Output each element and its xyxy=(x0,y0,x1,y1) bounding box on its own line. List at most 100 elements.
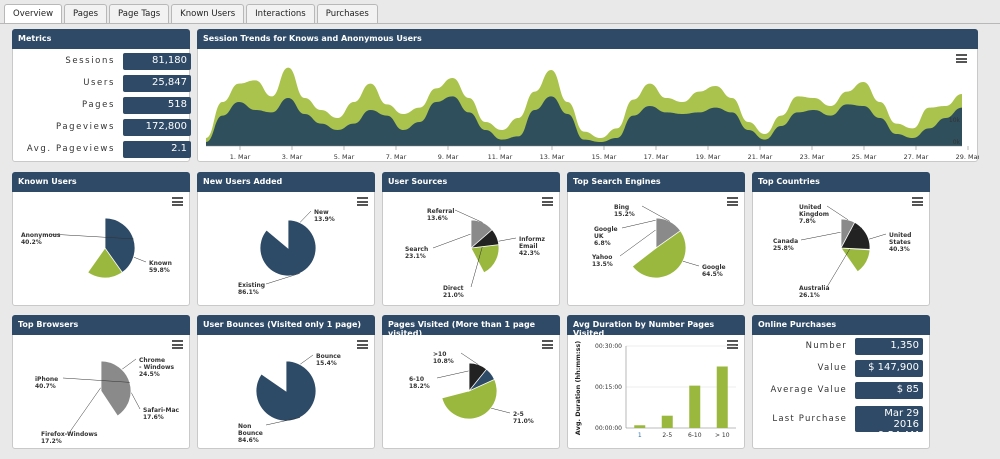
x-tick-label: 29. Mar xyxy=(956,153,979,161)
metric-label: Pageviews xyxy=(56,122,115,132)
metric-label: Pages xyxy=(81,100,115,110)
search-engines-panel: Top Search Engines Google 64.5% Yahoo 13.5%… xyxy=(567,172,745,306)
chart-menu-icon[interactable] xyxy=(956,54,967,63)
chart-menu-icon[interactable] xyxy=(172,197,183,206)
metric-value: 81,180 xyxy=(123,53,191,70)
last-purchase-time: 9:54 AM xyxy=(877,430,919,441)
pie-label: Google UK 6.8% xyxy=(594,226,618,247)
anonymous-users-area xyxy=(206,96,962,146)
tab-pages[interactable]: Pages xyxy=(64,4,108,24)
session-trends-title: Session Trends for Knows and Anonymous U… xyxy=(197,29,978,49)
purchase-row-number: Number 1,350 xyxy=(763,338,923,355)
tab-known-users[interactable]: Known Users xyxy=(171,4,245,24)
chart-menu-icon[interactable] xyxy=(357,197,368,206)
tab-page-tags[interactable]: Page Tags xyxy=(109,4,170,24)
pie-slice xyxy=(468,362,488,393)
metric-label: Avg. Pageviews xyxy=(26,144,115,154)
session-trends-chart: 1. Mar 3. Mar 5. Mar 7. Mar 9. Mar 11. Mar 13.… xyxy=(206,67,979,161)
metric-row-sessions: Sessions 81,180 xyxy=(23,53,191,70)
x-tick-label: 9. Mar xyxy=(438,153,459,161)
browsers-pie: Chrome - Windows 24.5% Safari-Mac 17.6% Firef… xyxy=(35,357,180,445)
pie-label: Chrome - Windows 24.5% xyxy=(139,357,174,378)
y-axis-label: Avg. Duration (hh:mm:ss) xyxy=(574,341,582,435)
pie-label-connector xyxy=(454,209,483,223)
bounces-panel: User Bounces (Visited only 1 page) Bounc… xyxy=(197,315,375,449)
chart-menu-icon[interactable] xyxy=(912,197,923,206)
y-tick-label: 00:30:00 xyxy=(595,343,622,350)
tab-purchases[interactable]: Purchases xyxy=(316,4,378,24)
pie-label: New 13.9% xyxy=(314,209,335,223)
new-users-pie: New 13.9% Existing 86.1% xyxy=(238,209,335,296)
metric-value: 172,800 xyxy=(123,119,191,136)
purchase-label: Last Purchase xyxy=(772,414,847,424)
x-tick-label: 27. Mar xyxy=(904,153,929,161)
panel-title: Top Countries xyxy=(752,172,930,192)
pie-label-connector xyxy=(299,210,312,223)
purchase-row-value: Value $ 147,900 xyxy=(763,360,923,377)
tab-interactions[interactable]: Interactions xyxy=(246,4,315,24)
pie-label: Non Bounce 84.6% xyxy=(238,423,263,444)
metrics-panel: Metrics Sessions 81,180 Users 25,847 Pag… xyxy=(12,29,191,162)
pie-label: 6-10 18.2% xyxy=(409,376,430,390)
known-users-pie: Known 59.8% Anonymous 40.2% xyxy=(21,217,172,279)
y-tick-label: 0k xyxy=(953,139,961,146)
chart-menu-icon[interactable] xyxy=(542,340,553,349)
purchase-value: 1,350 xyxy=(855,338,923,355)
metric-value: 25,847 xyxy=(123,75,191,92)
x-tick-label: 2-5 xyxy=(662,432,672,439)
chart-menu-icon[interactable] xyxy=(727,197,738,206)
pie-label-connector xyxy=(641,205,670,222)
pie-label: Canada 25.8% xyxy=(773,238,798,252)
panel-title: User Sources xyxy=(382,172,560,192)
pages-visited-pie: 2-5 71.0% 6-10 18.2%>10 10.8% xyxy=(409,351,534,425)
x-tick-label: 6-10 xyxy=(688,432,702,439)
pie-label-connector xyxy=(826,205,849,221)
purchase-label: Number xyxy=(805,341,847,351)
chart-menu-icon[interactable] xyxy=(727,340,738,349)
pie-label: Google 64.5% xyxy=(702,264,726,278)
x-tick-label: 13. Mar xyxy=(540,153,565,161)
bar xyxy=(716,366,728,428)
session-trends-panel: Session Trends for Knows and Anonymous U… xyxy=(197,29,979,162)
x-tick-label: 1 xyxy=(638,432,642,439)
duration-bar-chart: Avg. Duration (hh:mm:ss) 00:00:00 00:15:00… xyxy=(574,341,736,439)
pie-label-connector xyxy=(62,377,130,383)
pie-label-connector xyxy=(265,417,301,426)
panel-title: Avg Duration by Number Pages Visited xyxy=(567,315,745,338)
bar xyxy=(634,425,646,428)
pie-label-connector xyxy=(868,233,887,240)
pie-label: Bing 15.2% xyxy=(614,204,635,218)
x-tick-label: 21. Mar xyxy=(748,153,773,161)
purchases-title: Online Purchases xyxy=(752,315,930,335)
panel-title: Top Search Engines xyxy=(567,172,745,192)
y-tick-label: 00:00:00 xyxy=(595,425,622,432)
pie-label: United Kingdom 7.8% xyxy=(799,204,829,225)
pie-label-connector xyxy=(491,407,511,414)
purchase-value: Mar 29 2016 9:54 AM xyxy=(855,406,923,441)
chart-menu-icon[interactable] xyxy=(542,197,553,206)
x-tick-label: 19. Mar xyxy=(696,153,721,161)
browsers-panel: Top Browsers Chrome - Windows 24.5% Safari-… xyxy=(12,315,190,449)
pie-slice xyxy=(655,217,682,249)
tab-overview[interactable]: Overview xyxy=(4,4,63,24)
purchase-row-average: Average Value $ 85 xyxy=(763,382,923,399)
pie-label: Firefox-Windows 17.2% xyxy=(41,431,98,445)
chart-menu-icon[interactable] xyxy=(172,340,183,349)
x-tick-label: 25. Mar xyxy=(852,153,877,161)
chart-menu-icon[interactable] xyxy=(357,340,368,349)
purchase-value: $ 147,900 xyxy=(855,360,923,377)
panel-title: New Users Added xyxy=(197,172,375,192)
pie-label: Australia 26.1% xyxy=(799,285,830,299)
metrics-title: Metrics xyxy=(12,29,190,49)
pages-visited-panel: Pages Visited (More than 1 page visited)… xyxy=(382,315,560,449)
pie-label-connector xyxy=(133,256,147,263)
metric-row-avg-pageviews: Avg. Pageviews 2.1 xyxy=(23,141,191,158)
bar xyxy=(689,385,701,428)
pie-label-connector xyxy=(48,233,134,240)
x-tick-label: 3. Mar xyxy=(282,153,303,161)
y-tick-label: 00:15:00 xyxy=(595,384,622,391)
countries-panel: Top Countries United States 40.3% Australia… xyxy=(752,172,930,306)
pie-label-connector xyxy=(682,260,700,267)
x-tick-label: 7. Mar xyxy=(386,153,407,161)
known-users-panel: Known Users Known 59.8% Anonymous 40.2% xyxy=(12,172,190,306)
